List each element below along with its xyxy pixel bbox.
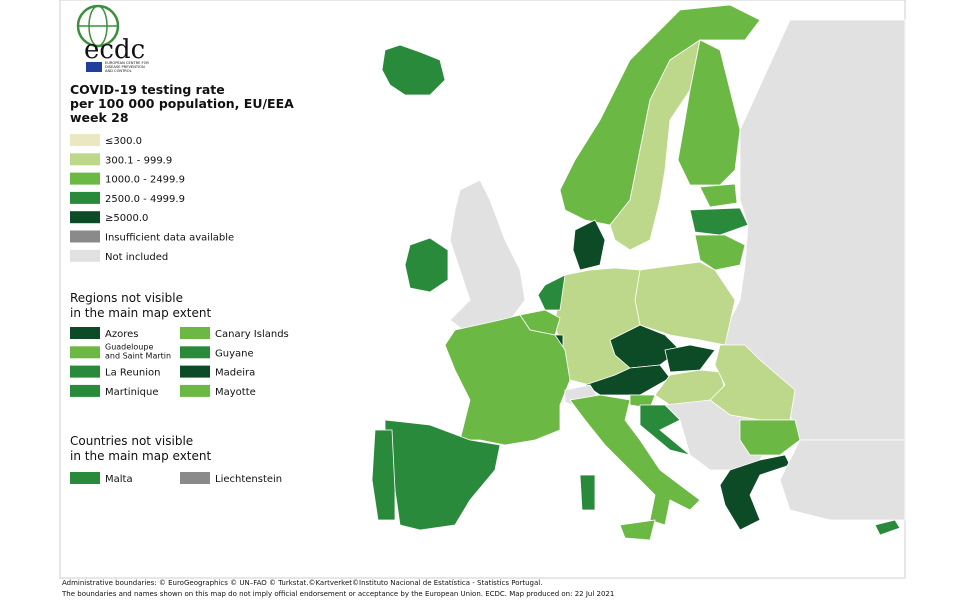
region-swatch xyxy=(70,384,100,397)
region-label: and Saint Martin xyxy=(105,351,171,360)
logo: ecdc EUROPEAN CENTRE FOR DISEASE PREVENT… xyxy=(76,4,149,73)
section-title: Regions not visible xyxy=(70,291,183,305)
lithuania xyxy=(694,234,746,271)
footer-note: The boundaries and names shown on this m… xyxy=(61,590,614,598)
region-swatch xyxy=(180,472,210,484)
legend-swatch xyxy=(70,153,100,166)
region-swatch xyxy=(70,365,100,378)
denmark xyxy=(572,219,606,271)
austria xyxy=(584,364,671,396)
legend-label: 300.1 - 999.9 xyxy=(105,155,172,166)
legend-label: 1000.0 - 2499.9 xyxy=(105,175,185,186)
sardinia xyxy=(579,474,596,511)
region-label: Mayotte xyxy=(215,387,256,398)
ireland xyxy=(404,237,449,293)
legend-label: Not included xyxy=(105,252,168,263)
legend-label: 2500.0 - 4999.9 xyxy=(105,194,185,205)
legend-title: per 100 000 population, EU/EEA xyxy=(70,96,294,111)
region-label: Madeira xyxy=(215,368,255,379)
legend-swatch xyxy=(70,230,100,243)
turkey xyxy=(779,439,906,521)
latvia xyxy=(689,207,749,236)
croatia xyxy=(639,404,691,456)
region-swatch xyxy=(180,365,210,378)
legend-title: week 28 xyxy=(70,110,129,125)
estonia xyxy=(699,183,738,208)
region-swatch xyxy=(70,327,100,339)
legend-swatch xyxy=(70,249,100,262)
portugal xyxy=(371,429,396,521)
italy xyxy=(569,394,701,526)
bulgaria xyxy=(739,419,801,456)
region-swatch xyxy=(180,384,210,397)
greece xyxy=(719,454,791,531)
legend-swatch xyxy=(70,172,100,185)
region-swatch xyxy=(180,346,210,359)
region-label: Malta xyxy=(105,474,133,485)
legend-label: Insufficient data available xyxy=(105,233,234,244)
section-title: Countries not visible xyxy=(70,434,193,448)
section-title: in the main map extent xyxy=(70,306,212,320)
sweden xyxy=(609,39,701,251)
section-title: in the main map extent xyxy=(70,449,212,463)
logo-flag xyxy=(86,62,102,72)
france xyxy=(444,314,571,446)
region-label: Martinique xyxy=(105,387,159,398)
logo-subtitle: DISEASE PREVENTION xyxy=(105,65,145,69)
region-label: Canary Islands xyxy=(215,329,289,340)
sicily xyxy=(619,519,656,541)
netherlands xyxy=(537,274,566,311)
footer-note: Administrative boundaries: © EuroGeograp… xyxy=(62,579,542,587)
region-swatch xyxy=(70,346,100,359)
region-label: Azores xyxy=(105,329,138,340)
legend-swatch xyxy=(70,191,100,204)
iceland xyxy=(381,44,446,96)
legend-label: ≥5000.0 xyxy=(105,213,148,224)
region-swatch xyxy=(180,327,210,339)
region-label: Liechtenstein xyxy=(215,474,282,485)
logo-name: ecdc xyxy=(84,35,145,65)
legend-swatch xyxy=(70,211,100,224)
region-swatch xyxy=(70,472,100,484)
region-label: Guyane xyxy=(215,348,254,359)
legend-label: ≤300.0 xyxy=(105,136,142,147)
cyprus xyxy=(874,519,901,536)
region-label: Guadeloupe xyxy=(105,342,153,351)
logo-subtitle: AND CONTROL xyxy=(105,69,132,73)
legend-swatch xyxy=(70,134,100,146)
region-label: La Reunion xyxy=(105,368,160,379)
slovakia xyxy=(664,344,716,373)
legend-title: COVID-19 testing rate xyxy=(70,82,225,97)
logo-subtitle: EUROPEAN CENTRE FOR xyxy=(105,61,149,65)
